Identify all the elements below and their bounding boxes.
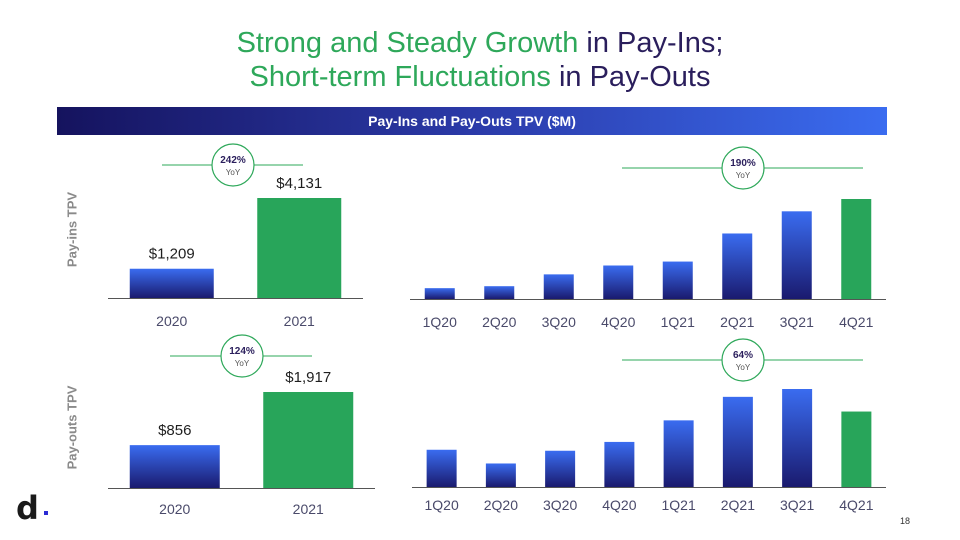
data-label-2020: $1,209 xyxy=(149,246,195,263)
bar-1Q20 xyxy=(424,288,455,299)
bar-2021 xyxy=(257,198,342,298)
growth-bubble xyxy=(211,143,255,187)
slide-title-line-1: Strong and Steady Growth in Pay-Ins; xyxy=(0,26,960,60)
data-label-2021: $1,917 xyxy=(285,369,331,386)
tick-label-2021: 2021 xyxy=(284,313,315,329)
growth-bubble xyxy=(721,338,765,382)
data-label-2021: $4,131 xyxy=(276,175,322,192)
tick-label-3Q20: 3Q20 xyxy=(542,314,576,330)
tick-label-4Q20: 4Q20 xyxy=(601,314,635,330)
tick-label-3Q21: 3Q21 xyxy=(780,314,814,330)
title-rest-2: in Pay-Outs xyxy=(550,61,711,93)
bar-2Q21 xyxy=(722,233,753,299)
bar-4Q20 xyxy=(603,265,634,299)
tick-label-2Q20: 2Q20 xyxy=(482,314,516,330)
growth-label: YoY xyxy=(736,171,751,180)
bar-4Q20 xyxy=(604,441,635,487)
title-rest-1: in Pay-Ins; xyxy=(578,27,724,59)
tick-label-2020: 2020 xyxy=(159,501,190,517)
tick-label-3Q20: 3Q20 xyxy=(543,497,577,513)
bar-3Q20 xyxy=(545,450,576,487)
bar-2Q21 xyxy=(722,396,753,487)
tick-label-2Q20: 2Q20 xyxy=(484,497,518,513)
title-highlight-1: Strong and Steady Growth xyxy=(236,27,579,59)
page-number: 18 xyxy=(900,516,911,526)
bar-1Q21 xyxy=(663,420,694,487)
tick-label-1Q20: 1Q20 xyxy=(423,314,457,330)
tick-label-2020: 2020 xyxy=(156,313,187,329)
bar-1Q20 xyxy=(426,449,457,487)
bar-2Q20 xyxy=(484,286,515,299)
chart-banner: Pay-Ins and Pay-Outs TPV ($M) xyxy=(57,107,887,135)
bar-2020 xyxy=(129,268,214,298)
bar-3Q21 xyxy=(781,211,812,299)
tick-label-4Q21: 4Q21 xyxy=(839,497,873,513)
tick-label-4Q20: 4Q20 xyxy=(602,497,636,513)
bar-4Q21 xyxy=(841,199,872,299)
tick-label-2Q21: 2Q21 xyxy=(721,497,755,513)
growth-label: YoY xyxy=(235,359,250,368)
bar-4Q21 xyxy=(841,411,872,487)
bar-2Q20 xyxy=(485,463,516,487)
growth-label: YoY xyxy=(226,168,241,177)
tick-label-1Q20: 1Q20 xyxy=(425,497,459,513)
tick-label-2021: 2021 xyxy=(293,501,324,517)
growth-bubble xyxy=(220,334,264,378)
bar-2020 xyxy=(129,445,220,488)
growth-bubble xyxy=(721,146,765,190)
bar-3Q20 xyxy=(543,274,574,299)
tick-label-1Q21: 1Q21 xyxy=(661,314,695,330)
tick-label-4Q21: 4Q21 xyxy=(839,314,873,330)
bar-2021 xyxy=(263,392,354,488)
logo-dot xyxy=(44,511,48,515)
data-label-2020: $856 xyxy=(158,422,191,439)
growth-percent: 64% xyxy=(733,350,753,361)
growth-percent: 124% xyxy=(229,346,255,357)
company-logo: d xyxy=(16,489,39,527)
tick-label-2Q21: 2Q21 xyxy=(720,314,754,330)
growth-label: YoY xyxy=(736,363,751,372)
growth-percent: 190% xyxy=(730,158,756,169)
growth-percent: 242% xyxy=(220,155,246,166)
bar-1Q21 xyxy=(662,261,693,299)
bar-3Q21 xyxy=(782,389,813,487)
tick-label-1Q21: 1Q21 xyxy=(662,497,696,513)
slide-title-line-2: Short-term Fluctuations in Pay-Outs xyxy=(0,60,960,94)
tick-label-3Q21: 3Q21 xyxy=(780,497,814,513)
title-highlight-2: Short-term Fluctuations xyxy=(249,61,551,93)
